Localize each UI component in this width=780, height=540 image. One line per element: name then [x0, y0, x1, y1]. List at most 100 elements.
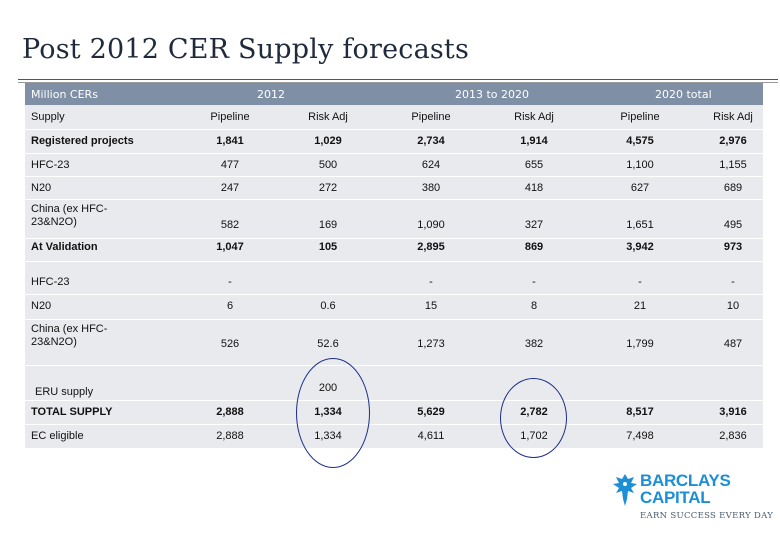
row-label: HFC-23	[31, 159, 70, 171]
row-label-line: 23&N2O)	[31, 216, 77, 228]
table-cell: 689	[723, 182, 743, 194]
group-2012-label: 2012	[257, 88, 285, 101]
table-cell: 1,029	[314, 135, 342, 147]
table-row: Registered projects 1,841 1,029 2,734 1,914 4…	[25, 130, 763, 154]
table-cell: 8	[530, 300, 538, 312]
table-cell: 2,895	[417, 241, 445, 253]
table-cell: -	[532, 276, 536, 288]
row-label: China (ex HFC- 23&N2O)	[31, 203, 107, 229]
table-cell: 8,517	[626, 406, 654, 418]
table-row: TOTAL SUPPLY 2,888 1,334 5,629 2,782 8,517 3,9…	[25, 401, 763, 425]
table-cell: 382	[524, 338, 544, 350]
row-label: N20	[31, 182, 52, 194]
table-row: HFC-23 477 500 624 655 1,100 1,155	[25, 154, 763, 177]
eagle-icon	[613, 474, 637, 506]
column-header-pipeline: Pipeline	[210, 111, 250, 123]
row-label-line: China (ex HFC-	[31, 323, 108, 335]
group-2013-2020-label: 2013 to 2020	[455, 88, 530, 101]
table-row: EC eligible 2,888 1,334 4,611 1,702 7,498 2,83…	[25, 425, 763, 449]
table-cell: 3,942	[626, 241, 654, 253]
table-cell: 4,611	[417, 430, 445, 442]
table-cell: 105	[318, 241, 338, 253]
table-cell: 1,100	[626, 159, 654, 171]
table-row: China (ex HFC- 23&N2O) 526 52.6 1,273 382 1,79…	[25, 320, 763, 366]
table-cell: 169	[318, 219, 338, 231]
table-cell: 1,334	[314, 430, 342, 442]
table-cell: 526	[220, 338, 240, 350]
brand-line-1: BARCLAYS	[640, 471, 731, 490]
units-label: Million CERs	[31, 88, 98, 101]
table-cell: 272	[318, 182, 338, 194]
row-label: TOTAL SUPPLY	[31, 406, 113, 418]
table-cell: -	[731, 276, 735, 288]
table-cell: 973	[723, 241, 743, 253]
column-header-risk-adj: Risk Adj	[713, 111, 753, 123]
row-label: ERU supply	[35, 386, 94, 398]
brand-tagline: EARN SUCCESS EVERY DAY	[640, 511, 774, 521]
table-cell: 2,976	[719, 135, 747, 147]
table-row: ERU supply 200	[25, 366, 763, 401]
row-label: N20	[31, 300, 52, 312]
brand-line-2: CAPITAL	[640, 488, 711, 507]
table-cell: 655	[524, 159, 544, 171]
row-label-line: 23&N2O)	[31, 336, 77, 348]
row-label: At Validation	[31, 241, 98, 253]
table-cell: 7,498	[626, 430, 654, 442]
table-cell: 1,841	[216, 135, 244, 147]
table-cell: 200	[318, 382, 338, 394]
table-cell: -	[429, 276, 433, 288]
page-title: Post 2012 CER Supply forecasts	[22, 34, 470, 65]
row-label: Registered projects	[31, 135, 134, 147]
table-cell: 1,090	[417, 219, 445, 231]
table-cell: 477	[220, 159, 240, 171]
table-cell: 1,799	[626, 338, 654, 350]
table-cell: 0.6	[320, 300, 336, 312]
table-cell: 5,629	[417, 406, 445, 418]
table-cell: 2,836	[719, 430, 747, 442]
table-cell: 2,782	[520, 406, 548, 418]
table-cell: 2,734	[417, 135, 445, 147]
table-cell: 52.6	[317, 338, 339, 350]
column-header-supply: Supply	[31, 111, 65, 123]
table-cell: 4,575	[626, 135, 654, 147]
table-cell: 500	[318, 159, 338, 171]
table-cell: 380	[421, 182, 441, 194]
column-header-row: Supply Pipeline Risk Adj Pipeline Risk Adj Pi…	[25, 105, 763, 130]
table-cell: 418	[524, 182, 544, 194]
brand-name: BARCLAYS CAPITAL	[640, 472, 731, 506]
table-cell: -	[228, 276, 232, 288]
table-cell: 327	[524, 219, 544, 231]
table-cell: 1,702	[520, 430, 548, 442]
cer-supply-table: Million CERs 2012 2013 to 2020 2020 tota…	[25, 83, 763, 449]
table-cell: 582	[220, 219, 240, 231]
group-2020-total-label: 2020 total	[655, 88, 712, 101]
table-cell: 3,916	[719, 406, 747, 418]
column-header-risk-adj: Risk Adj	[308, 111, 348, 123]
column-header-risk-adj: Risk Adj	[514, 111, 554, 123]
table-row: China (ex HFC- 23&N2O) 582 169 1,090 327 1,651…	[25, 200, 763, 239]
table-row: HFC-23 - - - - -	[25, 262, 763, 295]
table-row: N20 6 0.6 15 8 21 10	[25, 295, 763, 320]
table-cell: 247	[220, 182, 240, 194]
table-cell: 1,155	[719, 159, 747, 171]
table-cell: 10	[726, 300, 740, 312]
table-cell: 627	[630, 182, 650, 194]
table-cell: 624	[421, 159, 441, 171]
row-label: EC eligible	[31, 430, 84, 442]
table-cell: 2,888	[216, 430, 244, 442]
title-rule-secondary	[18, 82, 778, 83]
table-cell: 2,888	[216, 406, 244, 418]
table-row: At Validation 1,047 105 2,895 869 3,942 973	[25, 239, 763, 262]
table-cell: 21	[633, 300, 647, 312]
row-label-line: China (ex HFC-	[31, 203, 108, 215]
column-header-pipeline: Pipeline	[411, 111, 451, 123]
table-cell: 487	[723, 338, 743, 350]
table-cell: 1,651	[626, 219, 654, 231]
table-group-header: Million CERs 2012 2013 to 2020 2020 tota…	[25, 83, 763, 105]
table-cell: 1,047	[216, 241, 244, 253]
table-row: N20 247 272 380 418 627 689	[25, 177, 763, 200]
table-cell: 495	[723, 219, 743, 231]
table-cell: 6	[226, 300, 234, 312]
column-header-pipeline: Pipeline	[620, 111, 660, 123]
row-label: China (ex HFC- 23&N2O)	[31, 323, 107, 349]
